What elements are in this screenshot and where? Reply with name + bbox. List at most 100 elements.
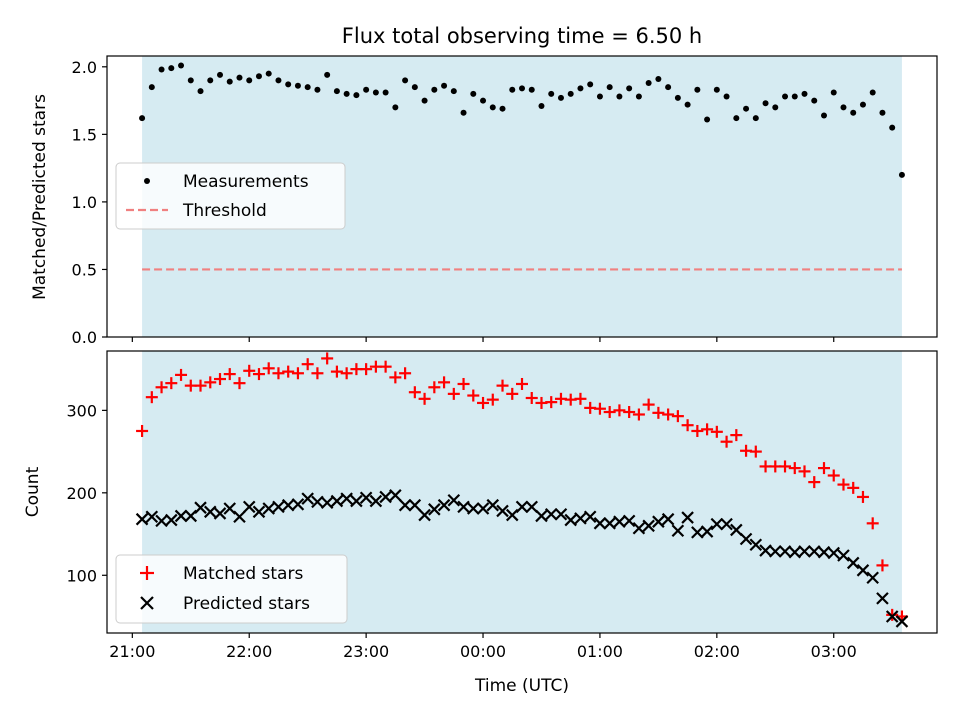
matched-star-point — [623, 406, 636, 419]
matched-star-point — [340, 367, 353, 380]
predicted-star-point — [778, 545, 792, 558]
predicted-star-point — [856, 564, 870, 577]
top-y-tick-label: 0.5 — [72, 260, 97, 279]
matched-star-point — [428, 381, 441, 394]
predicted-star-point — [525, 500, 539, 514]
matched-star-point — [593, 402, 606, 415]
matched-star-point — [613, 404, 626, 417]
bottom-axes-frame — [106, 350, 938, 634]
measurement-point — [723, 93, 730, 100]
matched-star-point — [837, 478, 850, 491]
measurement-point — [158, 66, 165, 73]
predicted-star-point — [720, 517, 733, 531]
matched-star-point — [136, 424, 149, 437]
bottom-legend: Matched stars Predicted stars — [115, 554, 348, 624]
matched-star-point — [886, 608, 899, 621]
measurement-point — [674, 94, 681, 101]
matched-star-point — [252, 368, 265, 381]
predicted-star-point — [213, 507, 227, 520]
predicted-star-point — [428, 503, 441, 516]
measurement-point — [791, 93, 798, 100]
matched-star-point — [379, 360, 392, 373]
matched-star-point — [467, 389, 480, 402]
predicted-star-point — [486, 498, 500, 512]
measurement-point — [480, 97, 487, 104]
matched-star-point — [525, 392, 538, 404]
matched-star-point — [262, 362, 275, 375]
predicted-star-point — [252, 505, 266, 519]
measurement-point — [665, 84, 672, 91]
measurement-point — [217, 71, 224, 78]
matched-star-point — [798, 465, 811, 478]
measurement-point — [606, 84, 613, 91]
matched-star-point — [827, 469, 840, 482]
measurement-point — [811, 97, 818, 104]
matched-star-point — [214, 373, 227, 386]
measurement-point — [236, 74, 243, 81]
predicted-star-point — [476, 502, 490, 515]
matched-star-point — [438, 376, 451, 389]
matched-star-point — [486, 393, 499, 406]
measurement-point — [294, 82, 301, 89]
predicted-star-point — [457, 500, 470, 514]
measurement-point — [314, 86, 321, 93]
measurement-point — [548, 90, 555, 97]
predicted-star-point — [681, 511, 694, 524]
predicted-star-point — [671, 524, 685, 538]
measurement-point — [304, 84, 311, 91]
matched-star-point — [233, 377, 246, 390]
measurement-point — [869, 89, 876, 96]
predicted-star-point — [379, 490, 392, 504]
predicted-star-point — [233, 510, 246, 524]
matched-star-point — [223, 368, 236, 381]
predicted-star-point — [817, 545, 831, 559]
measurement-point — [148, 84, 155, 91]
predicted-star-point — [661, 512, 675, 526]
predicted-star-point — [827, 546, 841, 560]
matched-star-point — [477, 396, 490, 409]
predicted-star-point — [242, 500, 256, 514]
predicted-star-point — [535, 509, 548, 523]
matched-star-point — [311, 367, 324, 380]
measurement-point — [879, 109, 886, 116]
x-tick-label: 23:00 — [343, 642, 389, 661]
measurement-point — [187, 77, 194, 84]
measurement-point — [528, 86, 535, 93]
matched-star-point — [876, 559, 889, 572]
measurement-point — [333, 88, 340, 95]
top-panel: 0.0 0.5 1.0 1.5 2.0 Flux total observing tim… — [30, 24, 938, 347]
matched-star-point — [272, 367, 285, 380]
measurement-point — [382, 89, 389, 96]
x-axis-label: Time (UTC) — [474, 676, 569, 696]
matched-star-point — [301, 358, 314, 371]
measurement-point — [898, 171, 905, 178]
matched-star-point — [545, 396, 558, 409]
top-axes-frame — [106, 55, 938, 338]
matched-star-point — [408, 386, 421, 399]
bottom-y-tick-label: 300 — [66, 401, 97, 420]
matched-star-point — [282, 365, 295, 378]
measurement-point — [743, 105, 750, 112]
matched-star-point — [155, 381, 168, 394]
matched-star-point — [808, 476, 821, 489]
measurement-point — [450, 88, 457, 95]
legend-matched-marker — [140, 566, 154, 580]
measurement-point — [499, 105, 506, 112]
measurement-point — [626, 85, 633, 92]
x-tick-label: 22:00 — [226, 642, 272, 661]
predicted-star-point — [340, 492, 353, 505]
predicted-star-point — [544, 507, 558, 521]
predicted-star-point — [710, 517, 724, 531]
measurement-point — [694, 86, 701, 93]
matched-star-point — [194, 379, 207, 392]
legend-predicted-marker — [140, 596, 154, 610]
measurement-point — [733, 115, 740, 122]
measurement-point — [772, 104, 779, 111]
measurement-point — [557, 94, 564, 101]
legend-measurements-marker — [144, 178, 150, 184]
predicted-star-point — [359, 491, 373, 505]
predicted-star-point — [593, 517, 607, 530]
matched-star-point — [506, 387, 519, 400]
measurement-point — [489, 104, 496, 111]
